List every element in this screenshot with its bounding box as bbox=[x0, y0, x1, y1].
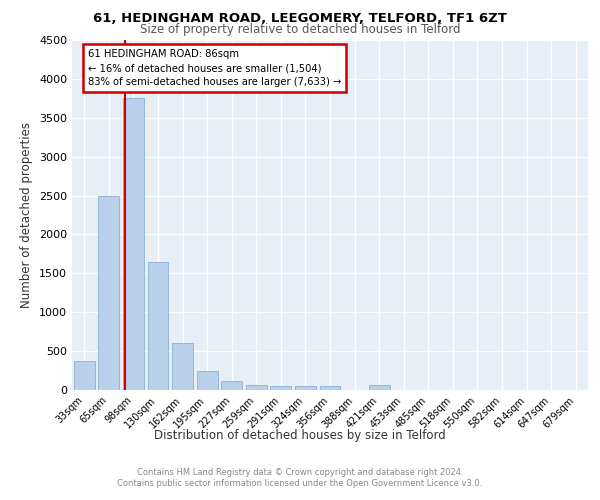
Bar bbox=[221, 382, 242, 390]
Text: Distribution of detached houses by size in Telford: Distribution of detached houses by size … bbox=[154, 430, 446, 442]
Bar bbox=[74, 361, 95, 390]
Bar bbox=[271, 386, 292, 390]
Bar bbox=[172, 344, 193, 390]
Bar bbox=[123, 98, 144, 390]
Bar bbox=[148, 262, 169, 390]
Bar bbox=[246, 385, 267, 390]
Text: Contains HM Land Registry data © Crown copyright and database right 2024.
Contai: Contains HM Land Registry data © Crown c… bbox=[118, 468, 482, 487]
Text: 61 HEDINGHAM ROAD: 86sqm
← 16% of detached houses are smaller (1,504)
83% of sem: 61 HEDINGHAM ROAD: 86sqm ← 16% of detach… bbox=[88, 50, 341, 88]
Text: Size of property relative to detached houses in Telford: Size of property relative to detached ho… bbox=[140, 22, 460, 36]
Bar bbox=[295, 386, 316, 390]
Y-axis label: Number of detached properties: Number of detached properties bbox=[20, 122, 34, 308]
Bar bbox=[320, 386, 340, 390]
Bar bbox=[197, 372, 218, 390]
Text: 61, HEDINGHAM ROAD, LEEGOMERY, TELFORD, TF1 6ZT: 61, HEDINGHAM ROAD, LEEGOMERY, TELFORD, … bbox=[93, 12, 507, 26]
Bar bbox=[98, 196, 119, 390]
Bar bbox=[368, 385, 389, 390]
